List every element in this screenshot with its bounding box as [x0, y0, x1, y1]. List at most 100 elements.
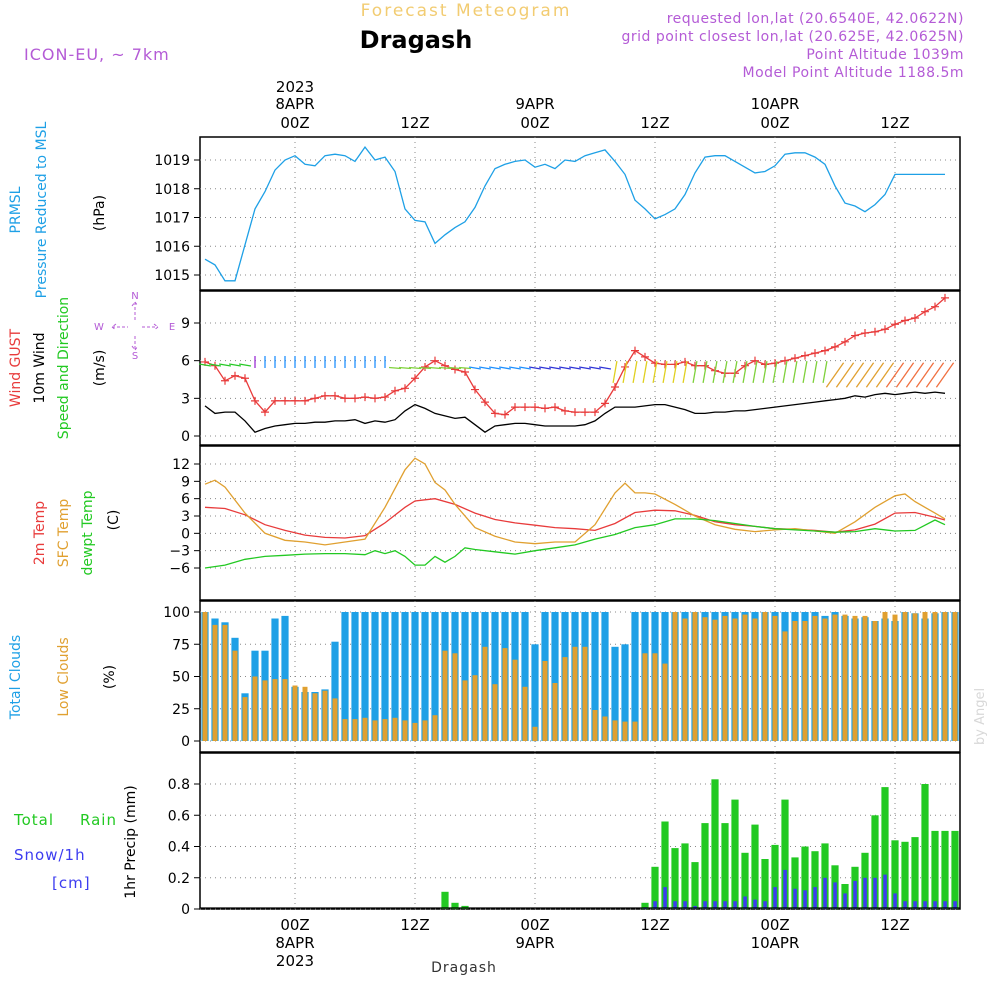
gust-marker: [581, 408, 589, 417]
gust-marker: [941, 293, 949, 302]
bar: [911, 837, 919, 909]
bar: [441, 891, 449, 909]
bar: [653, 901, 657, 909]
gust-marker: [401, 384, 409, 393]
bar: [682, 618, 688, 741]
compass-east: E: [169, 322, 175, 333]
wind-arrow: [488, 366, 502, 370]
bar: [582, 646, 588, 741]
y-tick-label: 0: [181, 429, 190, 445]
bar: [361, 612, 369, 741]
panel-label: 10m Wind: [32, 332, 48, 403]
gust-marker: [871, 327, 879, 336]
bar: [903, 901, 907, 909]
gust-marker: [231, 371, 239, 380]
wind-arrow: [802, 361, 808, 383]
bar: [823, 877, 827, 910]
bar: [753, 899, 757, 909]
y-tick-label: 1017: [154, 211, 190, 227]
bar: [651, 866, 659, 909]
wind-arrow: [498, 366, 512, 370]
compass-rose-icon: [111, 301, 159, 351]
bottom-label-date: 9APR: [515, 934, 554, 952]
gust-marker: [471, 385, 479, 394]
bar: [391, 612, 399, 741]
gust-marker: [291, 396, 299, 405]
wind-arrow: [388, 366, 402, 370]
gust-marker: [491, 409, 499, 418]
bar: [601, 612, 609, 741]
gust-marker: [451, 365, 459, 374]
bar: [622, 721, 628, 741]
top-label-hour: 00Z: [280, 114, 309, 132]
bar: [773, 887, 777, 909]
bar: [692, 612, 698, 741]
wind-arrow: [218, 363, 232, 367]
bar: [641, 902, 649, 910]
panel-label: Low Clouds: [56, 637, 72, 716]
bar: [751, 824, 759, 909]
bottom-label-hour: 00Z: [760, 916, 789, 934]
bottom-label-hour: 12Z: [640, 916, 669, 934]
panel-wind: 0 3 6 9 Wind GUST 10m Wind Speed and Direction…: [8, 290, 961, 446]
info-model-altitude: Model Point Altitude 1188.5m: [743, 65, 964, 81]
wind-arrow: [742, 361, 748, 383]
wind-arrow: [428, 366, 442, 370]
y-tick-label: 6: [181, 492, 190, 508]
bottom-label-hour: 00Z: [280, 916, 309, 934]
series-line: [204, 518, 946, 569]
gust-marker: [241, 374, 249, 383]
compass-south: S: [132, 351, 138, 362]
precip-axis-label: 1hr Precip (mm): [123, 785, 139, 898]
bar: [902, 612, 908, 741]
bar: [381, 612, 389, 741]
bar: [923, 901, 927, 909]
bar: [542, 661, 548, 741]
panel-frame: [199, 445, 961, 601]
series-line: [204, 297, 946, 416]
y-tick-label: 50: [172, 670, 190, 686]
bar: [842, 614, 848, 741]
bar: [422, 720, 428, 741]
bar: [491, 612, 499, 741]
panel-temp: −6−3 036 912 2m Temp SFC Temp dewpt Temp (C): [32, 445, 961, 601]
wind-arrow: [712, 361, 718, 383]
bar: [401, 612, 409, 741]
gust-marker: [921, 307, 929, 316]
bar: [402, 720, 408, 741]
panel-label: (m/s): [92, 350, 108, 387]
y-tick-label: 0: [181, 526, 190, 542]
wind-arrow: [792, 361, 798, 383]
series-prmsl: [204, 146, 945, 282]
bar: [222, 624, 228, 741]
gust-marker: [851, 331, 859, 340]
bar: [232, 650, 238, 741]
gust-marker: [371, 394, 379, 403]
bar: [883, 874, 887, 909]
bar: [673, 901, 677, 909]
gust-marker: [351, 394, 359, 403]
bar: [722, 615, 728, 741]
wind-arrow: [722, 361, 728, 383]
gust-marker: [571, 408, 579, 417]
top-label-year: 2023: [276, 78, 314, 96]
wind-arrow: [438, 366, 452, 370]
gust-marker: [261, 408, 269, 417]
bar: [932, 612, 938, 741]
wind-arrows: [198, 356, 955, 388]
bar: [662, 663, 668, 741]
wind-arrow: [622, 361, 628, 383]
bar: [891, 840, 899, 910]
gust-marker: [771, 359, 779, 368]
bar: [741, 852, 749, 910]
bar: [372, 720, 378, 741]
gust-marker: [791, 354, 799, 363]
gust-marker: [391, 386, 399, 395]
bar: [451, 902, 459, 910]
top-label-hour: 12Z: [400, 114, 429, 132]
footer-station: Dragash: [431, 960, 497, 976]
bar: [462, 680, 468, 741]
gust-marker: [561, 406, 569, 415]
